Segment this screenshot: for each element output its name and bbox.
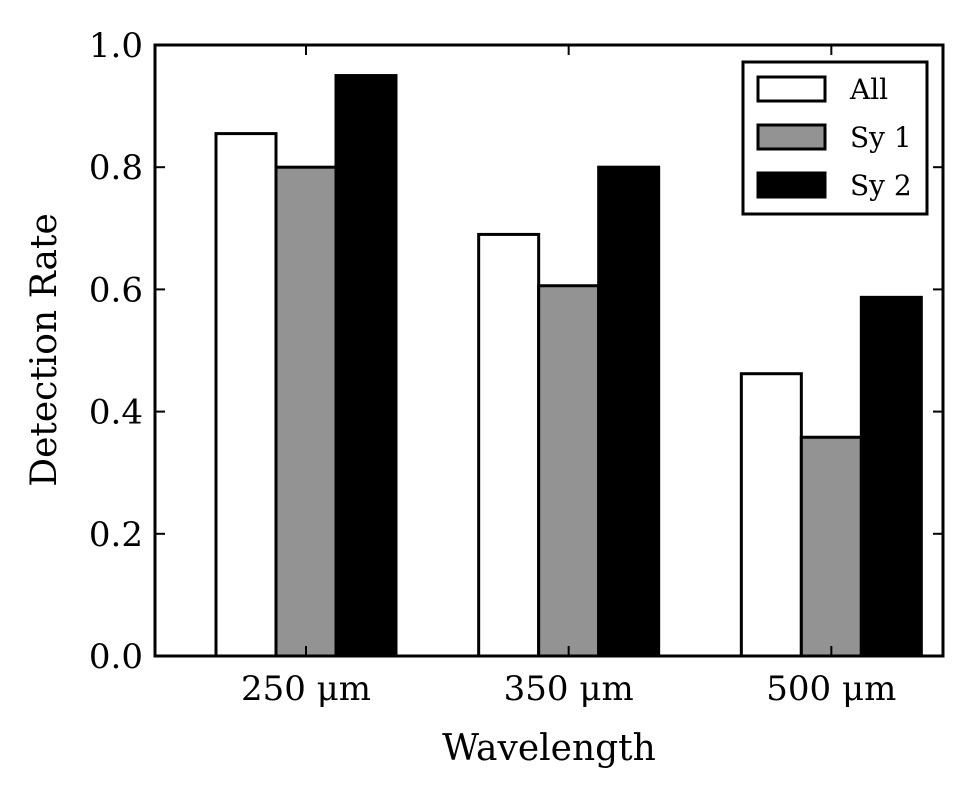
legend-label: Sy 1 bbox=[850, 121, 912, 154]
plot-frame bbox=[153, 43, 945, 658]
bars-group bbox=[214, 74, 923, 658]
legend-swatch-sy-1 bbox=[756, 123, 827, 151]
legend-label: Sy 2 bbox=[850, 169, 912, 202]
legend: All Sy 1 Sy 2 bbox=[741, 60, 929, 216]
y-tick-label: 0.0 bbox=[89, 637, 143, 677]
x-tick-labels: 250 μm 350 μm 500 μm bbox=[241, 669, 896, 709]
bar-sy-1-2 bbox=[537, 284, 601, 658]
bar-sy-1-1 bbox=[274, 165, 338, 658]
bar-all-1 bbox=[214, 132, 278, 658]
bar-sy-2-2 bbox=[597, 165, 661, 658]
bar-all-3 bbox=[739, 372, 803, 658]
bar-all-2 bbox=[477, 232, 541, 658]
legend-swatch-all bbox=[756, 75, 827, 103]
y-tick-labels: 0.0 0.2 0.4 0.6 0.8 1.0 bbox=[89, 26, 143, 677]
legend-label: All bbox=[849, 73, 888, 106]
bar-sy-2-1 bbox=[334, 74, 398, 658]
bar-sy-2-3 bbox=[859, 295, 923, 658]
bar-sy-1-3 bbox=[799, 435, 863, 658]
y-tick-label: 1.0 bbox=[89, 26, 143, 66]
x-tick-label: 350 μm bbox=[504, 669, 634, 709]
x-axis-label: Wavelength bbox=[442, 728, 656, 769]
y-axis-label: Detection Rate bbox=[24, 213, 65, 487]
x-tick-label: 500 μm bbox=[766, 669, 896, 709]
y-tick-label: 0.2 bbox=[89, 515, 143, 555]
y-tick-label: 0.4 bbox=[89, 393, 143, 433]
x-tick-label: 250 μm bbox=[241, 669, 371, 709]
y-tick-label: 0.6 bbox=[89, 270, 143, 310]
legend-swatch-sy-2 bbox=[756, 171, 827, 199]
y-tick-label: 0.8 bbox=[89, 148, 143, 188]
